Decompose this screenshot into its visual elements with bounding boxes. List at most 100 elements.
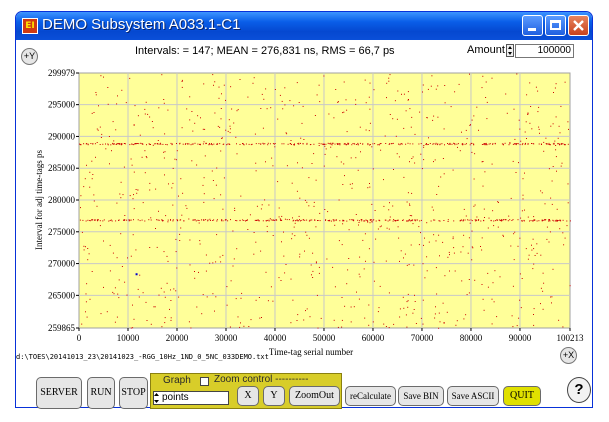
graph-checkbox[interactable] [200, 377, 209, 386]
data-point [203, 185, 204, 186]
data-point [319, 145, 320, 146]
band-point [185, 143, 186, 144]
data-point [194, 278, 195, 279]
quit-button[interactable]: QUIT [503, 386, 541, 406]
data-point [422, 168, 423, 169]
data-point [270, 107, 271, 108]
data-point [219, 127, 220, 128]
data-point [330, 147, 331, 148]
server-button[interactable]: SERVER [36, 377, 82, 409]
data-point [277, 181, 278, 182]
band-point [528, 144, 529, 145]
data-point [297, 82, 298, 83]
data-point [356, 214, 357, 215]
data-point [426, 256, 427, 257]
band-point [549, 143, 550, 144]
data-point [403, 308, 404, 309]
save-ascii-button[interactable]: Save ASCII [447, 386, 499, 406]
band-point [199, 220, 200, 221]
data-point [484, 310, 485, 311]
band-point [360, 143, 361, 144]
data-point [436, 294, 437, 295]
data-point [216, 185, 217, 186]
data-point [461, 132, 462, 133]
data-point [413, 265, 414, 266]
recalculate-button[interactable]: reCalculate [345, 386, 396, 406]
data-point [335, 89, 336, 90]
data-point [335, 286, 336, 287]
data-point [493, 225, 494, 226]
data-point [502, 235, 503, 236]
band-point [329, 220, 330, 221]
data-point [367, 222, 368, 223]
data-point [540, 255, 541, 256]
band-point [410, 143, 411, 144]
band-point [561, 143, 562, 144]
data-point [562, 163, 563, 164]
band-point [272, 220, 273, 221]
data-point [221, 138, 222, 139]
data-point [212, 171, 213, 172]
zoom-y-button[interactable]: Y [263, 386, 285, 406]
run-button[interactable]: RUN [87, 377, 115, 409]
band-point [193, 144, 194, 145]
band-point [177, 220, 178, 221]
band-point [460, 220, 461, 221]
stop-button[interactable]: STOP [119, 377, 148, 409]
mode-spinner-icon[interactable] [153, 391, 160, 405]
data-point [292, 233, 293, 234]
band-point [246, 144, 247, 145]
band-point [553, 220, 554, 221]
data-point [513, 286, 514, 287]
data-point [113, 140, 114, 141]
data-point [472, 247, 473, 248]
help-icon[interactable]: ? [567, 377, 591, 403]
data-point [401, 250, 402, 251]
zoom-out-button[interactable]: ZoomOut [289, 386, 340, 406]
data-point [89, 253, 90, 254]
band-point [538, 220, 539, 221]
data-point [342, 223, 343, 224]
data-point [567, 121, 568, 122]
data-point [227, 305, 228, 306]
band-point [195, 219, 196, 220]
data-point [518, 318, 519, 319]
data-point [220, 194, 221, 195]
data-point [105, 148, 106, 149]
data-point [94, 112, 95, 113]
band-point [482, 144, 483, 145]
data-point [103, 77, 104, 78]
band-point [144, 221, 145, 222]
data-point [236, 298, 237, 299]
data-point [87, 248, 88, 249]
data-point [469, 125, 470, 126]
band-point [187, 143, 188, 144]
data-point [164, 292, 165, 293]
band-point [366, 220, 367, 221]
band-point [348, 144, 349, 145]
data-point [520, 218, 521, 219]
data-point [369, 109, 370, 110]
plot-mode-select[interactable]: points [153, 391, 229, 405]
data-point [274, 146, 275, 147]
data-point [408, 294, 409, 295]
band-point [217, 219, 218, 220]
data-point [268, 205, 269, 206]
data-point [254, 77, 255, 78]
band-point [476, 220, 477, 221]
data-point [256, 300, 257, 301]
band-point [406, 221, 407, 222]
zoom-x-button[interactable]: X [237, 386, 259, 406]
save-bin-button[interactable]: Save BIN [398, 386, 444, 406]
data-point [444, 128, 445, 129]
data-point [445, 102, 446, 103]
data-point [424, 238, 425, 239]
band-point [235, 220, 236, 221]
band-point [282, 143, 283, 144]
data-point [423, 145, 424, 146]
data-point [117, 257, 118, 258]
band-point [297, 143, 298, 144]
x-zoom-in-button[interactable]: +X [560, 347, 577, 364]
data-point [380, 286, 381, 287]
band-point [531, 220, 532, 221]
